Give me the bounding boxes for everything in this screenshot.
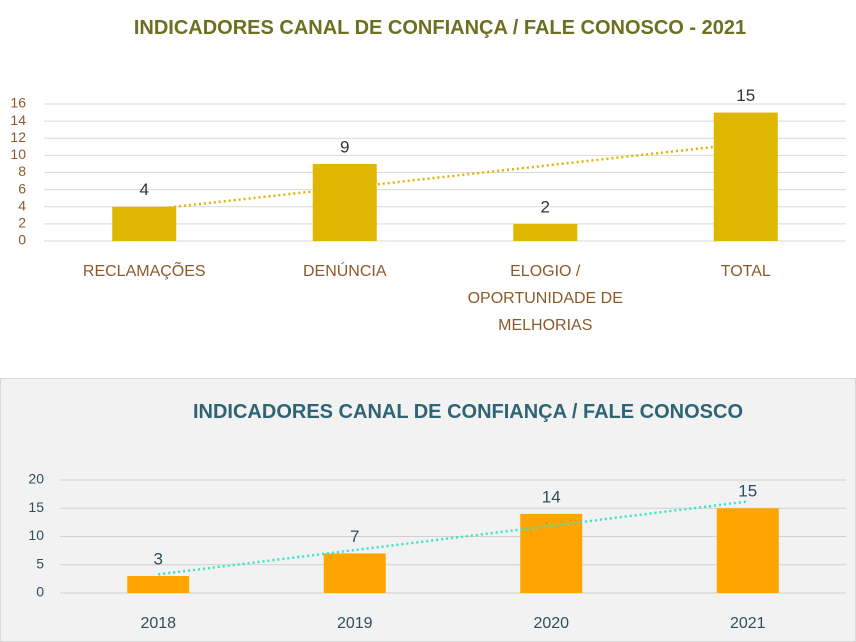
y-tick-label: 15 [28,499,44,515]
x-tick-label: DENÚNCIA [302,263,387,280]
x-tick-label: RECLAMAÇÕES [82,263,206,280]
bar [716,508,779,593]
x-tick-label: 2020 [533,615,570,632]
y-tick-label: 0 [36,584,44,600]
bar [112,206,177,241]
trendline [158,500,748,576]
y-tick-label: 20 [28,471,44,487]
y-tick-label: 12 [10,129,26,145]
data-label: 2 [541,197,550,216]
y-tick-label: 4 [18,197,26,213]
y-tick-label: 14 [10,112,26,128]
bar [513,223,578,241]
trendline [144,142,746,212]
y-tick-label: 16 [10,95,26,111]
x-tick-label: 2019 [336,615,373,632]
y-tick-label: 6 [18,180,26,196]
chart-title: INDICADORES CANAL DE CONFIANÇA / FALE CO… [192,401,744,423]
chart-title: INDICADORES CANAL DE CONFIANÇA / FALE CO… [133,17,747,39]
data-label: 15 [736,86,755,105]
y-tick-label: 0 [18,232,26,248]
x-tick-label: TOTAL [720,263,771,280]
y-tick-label: 2 [18,215,26,231]
data-label: 15 [738,482,757,501]
data-label: 4 [140,180,149,199]
x-tick-label: 2018 [140,615,177,632]
data-label: 7 [350,527,359,546]
bar [127,576,190,593]
bar [713,112,778,241]
y-tick-label: 10 [28,527,44,543]
bar [323,553,386,593]
data-label: 14 [542,487,561,506]
y-tick-label: 10 [10,146,26,162]
x-tick-label: ELOGIO / OPORTUNIDADE DE MELHORIAS [467,263,623,334]
chart-panel [0,378,856,642]
data-label: 3 [154,550,163,569]
x-tick-label: 2021 [729,615,766,632]
data-label: 9 [340,137,349,156]
y-tick-label: 8 [18,163,26,179]
bar [312,163,377,241]
y-tick-label: 5 [36,555,44,571]
